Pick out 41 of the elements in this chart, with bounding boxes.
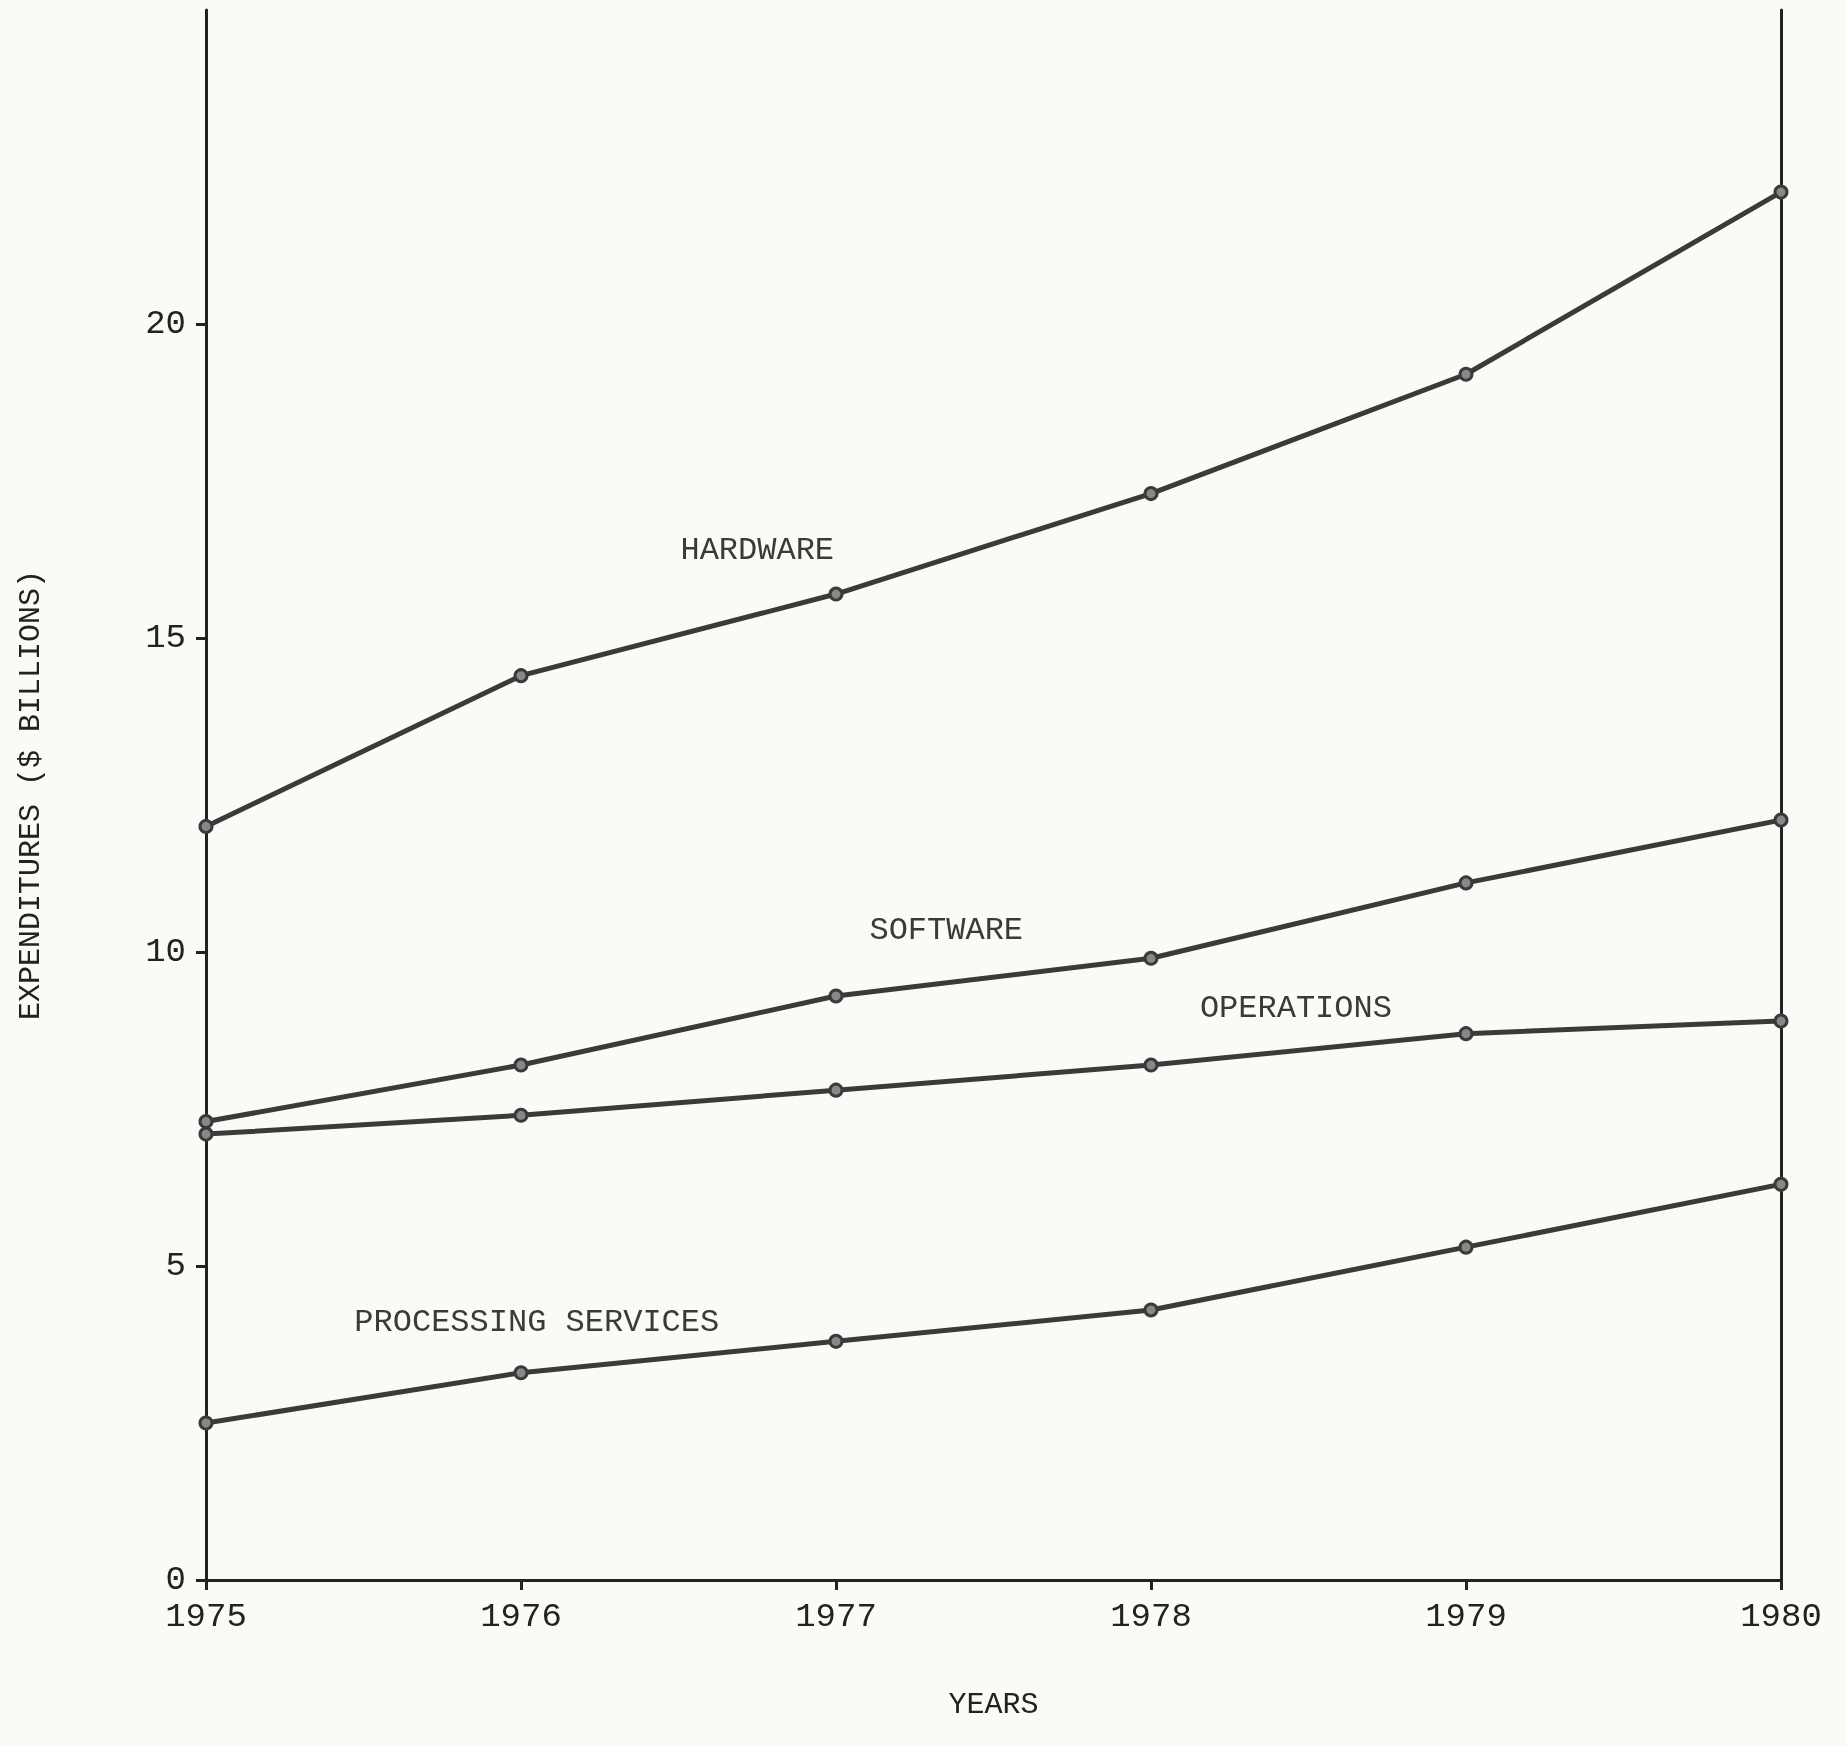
point — [198, 1415, 214, 1431]
point — [1143, 1057, 1159, 1073]
x-axis-title: YEARS — [948, 1688, 1039, 1722]
point — [1773, 184, 1789, 200]
point — [1458, 875, 1474, 891]
point — [1143, 950, 1159, 966]
point — [1143, 1302, 1159, 1318]
point — [198, 1126, 214, 1142]
x-tick-label: 1977 — [795, 1598, 877, 1636]
series-label: PROCESSING SERVICES — [354, 1304, 720, 1342]
point — [513, 1365, 529, 1381]
point — [828, 1082, 844, 1098]
y-tick-label: 0 — [165, 1561, 186, 1599]
series-label: SOFTWARE — [869, 911, 1024, 949]
x-tick-label: 1975 — [165, 1598, 247, 1636]
y-tick-label: 10 — [145, 933, 186, 971]
y-tick-label: 15 — [145, 619, 186, 657]
point — [513, 668, 529, 684]
point — [828, 586, 844, 602]
point — [198, 818, 214, 834]
point — [1458, 366, 1474, 382]
point — [1458, 1239, 1474, 1255]
y-tick-label: 5 — [165, 1247, 186, 1285]
series-label: OPERATIONS — [1199, 990, 1392, 1028]
point — [1773, 1176, 1789, 1192]
series-label: HARDWARE — [680, 531, 835, 569]
y-tick-label: 20 — [145, 305, 186, 343]
point — [1143, 486, 1159, 502]
point — [513, 1057, 529, 1073]
x-tick-label: 1978 — [1110, 1598, 1192, 1636]
point — [513, 1107, 529, 1123]
point — [1773, 812, 1789, 828]
x-tick-label: 1980 — [1740, 1598, 1822, 1636]
y-axis-title: EXPENDITURES ($ BILLIONS) — [14, 569, 48, 1021]
point — [198, 1114, 214, 1130]
point — [1458, 1026, 1474, 1042]
x-tick-label: 1979 — [1425, 1598, 1507, 1636]
x-tick-label: 1976 — [480, 1598, 562, 1636]
point — [828, 988, 844, 1004]
point — [1773, 1013, 1789, 1029]
point — [828, 1333, 844, 1349]
